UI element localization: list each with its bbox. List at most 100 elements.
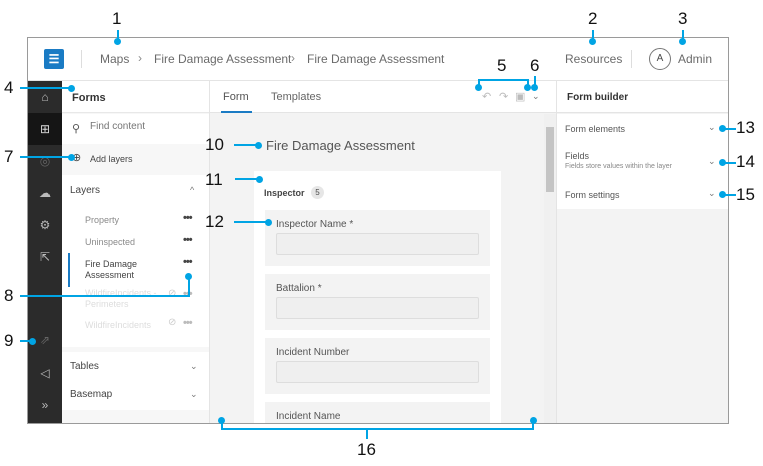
undo-icon[interactable]: ↶ bbox=[482, 91, 492, 103]
callout-line bbox=[117, 30, 119, 40]
expand-icon[interactable]: » bbox=[41, 398, 49, 412]
tab-form[interactable]: Form bbox=[223, 91, 249, 103]
callout-line bbox=[478, 79, 480, 87]
scrollbar[interactable] bbox=[544, 114, 556, 423]
section-form-elements[interactable]: Form elements bbox=[565, 124, 626, 134]
callout-number: 3 bbox=[678, 9, 688, 28]
megaphone-icon[interactable]: ◁ bbox=[40, 366, 50, 380]
callout-number: 11 bbox=[205, 170, 223, 189]
section-fields[interactable]: Fields bbox=[565, 151, 590, 161]
callout-dot bbox=[29, 338, 36, 345]
more-options-icon[interactable]: ••• bbox=[183, 212, 193, 224]
user-name[interactable]: Admin bbox=[678, 52, 713, 66]
chevron-right-icon: › bbox=[291, 51, 295, 65]
callout-dot bbox=[719, 191, 726, 198]
callout-line bbox=[20, 156, 72, 158]
app-window: ☰ Maps › Fire Damage Assessment › Fire D… bbox=[27, 37, 729, 424]
chevron-down-icon[interactable]: ⌄ bbox=[708, 188, 716, 198]
chevron-down-icon[interactable]: ⌄ bbox=[708, 156, 716, 166]
chevron-down-icon[interactable]: ⌄ bbox=[190, 361, 198, 371]
form-canvas: Form Templates ↶ ↷ ▣ ⌄ Fire Damage Asses… bbox=[210, 81, 556, 423]
selected-indicator bbox=[68, 253, 70, 287]
callout-number: 10 bbox=[205, 135, 224, 154]
chevron-up-icon[interactable]: ^ bbox=[190, 185, 195, 195]
callout-line bbox=[682, 30, 684, 40]
save-icon[interactable]: ▣ bbox=[515, 91, 526, 103]
field-input bbox=[276, 297, 479, 319]
layers-header[interactable]: Layers bbox=[70, 185, 101, 196]
field-card[interactable]: Battalion * bbox=[265, 274, 490, 330]
side-nav: ⌂ ⊞ ◎ ☁ ⚙ ⇱ ⇗ ◁ » bbox=[28, 81, 62, 423]
tables-header[interactable]: Tables bbox=[70, 361, 99, 372]
callout-line bbox=[722, 162, 736, 164]
callout-dot bbox=[719, 125, 726, 132]
more-options-icon[interactable]: ••• bbox=[183, 234, 193, 246]
field-card[interactable]: Incident Number bbox=[265, 338, 490, 394]
tab-templates[interactable]: Templates bbox=[271, 91, 322, 103]
callout-line bbox=[221, 428, 534, 430]
callout-line bbox=[234, 221, 268, 223]
callout-dot bbox=[531, 84, 538, 91]
add-layers-button[interactable]: Add layers bbox=[90, 154, 133, 164]
home-icon[interactable]: ⌂ bbox=[41, 90, 49, 104]
scrollbar-thumb[interactable] bbox=[546, 127, 554, 192]
field-input bbox=[276, 361, 479, 383]
callout-line bbox=[20, 340, 32, 342]
callout-dot bbox=[218, 417, 225, 424]
disabled-icon: ⊘ bbox=[168, 317, 177, 328]
callout-dot bbox=[185, 273, 192, 280]
layer-item-disabled: WildfireIncidents bbox=[85, 320, 152, 330]
header: ☰ Maps › Fire Damage Assessment › Fire D… bbox=[28, 38, 728, 81]
callout-line bbox=[221, 420, 223, 430]
callout-number: 9 bbox=[4, 331, 14, 350]
redo-icon[interactable]: ↷ bbox=[499, 91, 509, 103]
callout-dot bbox=[68, 154, 75, 161]
callout-dot bbox=[114, 38, 121, 45]
chevron-down-icon[interactable]: ⌄ bbox=[190, 389, 198, 399]
layer-item-selected[interactable]: Fire Damage Assessment bbox=[85, 259, 138, 280]
basemap-header[interactable]: Basemap bbox=[70, 389, 113, 400]
breadcrumb-survey[interactable]: Fire Damage Assessment bbox=[154, 52, 292, 66]
section-form-settings[interactable]: Form settings bbox=[565, 190, 620, 200]
callout-number: 15 bbox=[736, 185, 755, 204]
callout-number: 4 bbox=[4, 78, 14, 97]
more-options-icon[interactable]: ••• bbox=[183, 317, 193, 329]
share-icon[interactable]: ⇱ bbox=[39, 250, 51, 264]
callout-number: 6 bbox=[530, 56, 540, 75]
open-external-icon[interactable]: ⇗ bbox=[39, 333, 51, 347]
callout-dot bbox=[255, 142, 262, 149]
field-card[interactable]: Inspector Name * bbox=[265, 210, 490, 266]
field-card[interactable]: Incident Name bbox=[265, 402, 490, 423]
target-icon[interactable]: ◎ bbox=[39, 154, 51, 168]
more-options-icon[interactable]: ••• bbox=[183, 288, 193, 300]
form-tree-icon[interactable]: ⊞ bbox=[28, 113, 62, 145]
search-input[interactable] bbox=[90, 121, 200, 132]
avatar[interactable]: A bbox=[649, 48, 671, 70]
resources-link[interactable]: Resources bbox=[565, 52, 623, 66]
chevron-down-icon[interactable]: ⌄ bbox=[708, 122, 716, 132]
group-name: Inspector bbox=[264, 188, 305, 198]
callout-line bbox=[722, 128, 736, 130]
cloud-icon[interactable]: ☁ bbox=[39, 186, 51, 200]
panel-title: Form builder bbox=[567, 92, 629, 103]
layer-item[interactable]: Uninspected bbox=[85, 237, 136, 247]
layer-item-disabled: WildfireIncidents - Perimeters bbox=[85, 288, 157, 309]
callout-number: 5 bbox=[497, 56, 507, 75]
callout-dot bbox=[530, 417, 537, 424]
field-input bbox=[276, 233, 479, 255]
callout-number: 2 bbox=[588, 9, 598, 28]
add-icon: ⊕ bbox=[72, 152, 82, 164]
callout-dot bbox=[475, 84, 482, 91]
callout-line bbox=[20, 87, 72, 89]
gear-icon[interactable]: ⚙ bbox=[39, 218, 51, 232]
breadcrumb-maps[interactable]: Maps bbox=[100, 52, 130, 66]
form-title[interactable]: Fire Damage Assessment bbox=[266, 138, 415, 153]
callout-line bbox=[20, 295, 190, 297]
more-options-icon[interactable]: ••• bbox=[183, 256, 193, 268]
chevron-right-icon: › bbox=[138, 51, 142, 65]
chevron-down-icon[interactable]: ⌄ bbox=[532, 91, 540, 101]
layer-item[interactable]: Property bbox=[85, 215, 120, 225]
survey123-logo[interactable]: ☰ bbox=[44, 49, 64, 69]
form-builder-panel: Form builder Form elements ⌄ Fields Fiel… bbox=[556, 81, 728, 423]
callout-dot bbox=[256, 176, 263, 183]
